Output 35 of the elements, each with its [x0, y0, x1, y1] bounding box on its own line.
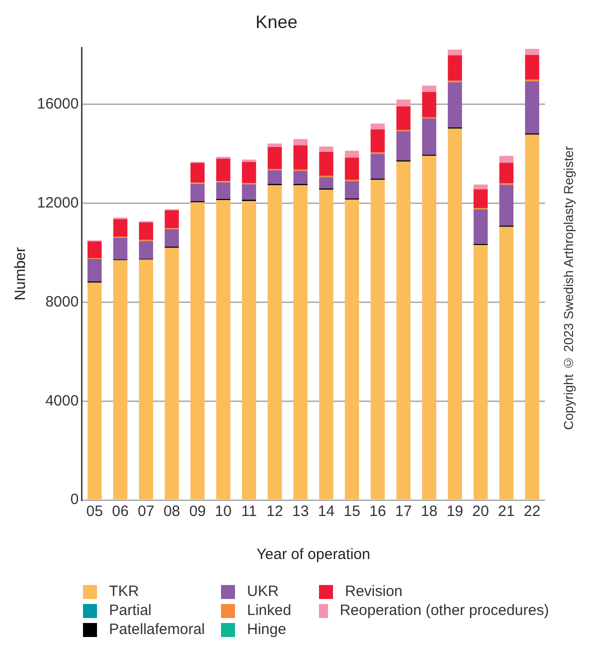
y-tick-label: 16000	[36, 96, 79, 113]
x-tick-label: 22	[524, 503, 540, 520]
y-tick-label: 12000	[36, 194, 79, 212]
x-tick-label: 09	[189, 503, 206, 520]
x-tick-label: 19	[446, 503, 464, 520]
x-tick-label: 10	[214, 503, 232, 520]
legend-label: Reoperation (other procedures)	[340, 602, 549, 619]
y-tick-label: 4000	[45, 392, 79, 410]
legend-label: UKR	[247, 583, 279, 600]
x-tick-label: 05	[86, 503, 103, 520]
y-axis-title: Number	[12, 247, 30, 300]
x-tick-label: 20	[472, 503, 489, 520]
y-tick-label: 0	[70, 491, 79, 508]
x-tick-label: 06	[112, 503, 129, 520]
legend-label: Revision	[345, 583, 403, 600]
x-tick-label: 16	[369, 503, 386, 520]
x-tick-label: 12	[266, 503, 284, 520]
x-tick-label: 17	[395, 503, 412, 520]
x-tick-label: 11	[241, 503, 257, 520]
x-tick-label: 21	[498, 503, 515, 520]
x-tick-label: 07	[138, 503, 154, 520]
x-tick-label: 18	[420, 503, 438, 520]
chart-title: Knee	[255, 12, 298, 32]
legend-label: Patellafemoral	[109, 621, 205, 638]
x-axis-title: Year of operation	[256, 546, 370, 564]
legend-label: Partial	[109, 602, 152, 619]
y-tick-label: 8000	[45, 293, 79, 310]
text: Copyright © 2023 Swedish Arthroplasty Register	[560, 146, 576, 430]
legend-label: Hinge	[247, 621, 286, 638]
legend-label: TKR	[109, 583, 139, 600]
x-tick-label: 15	[344, 503, 360, 520]
x-tick-label: 14	[318, 503, 335, 520]
x-tick-label: 08	[163, 503, 180, 520]
x-tick-label: 13	[292, 503, 309, 520]
legend-label: Linked	[247, 602, 292, 619]
